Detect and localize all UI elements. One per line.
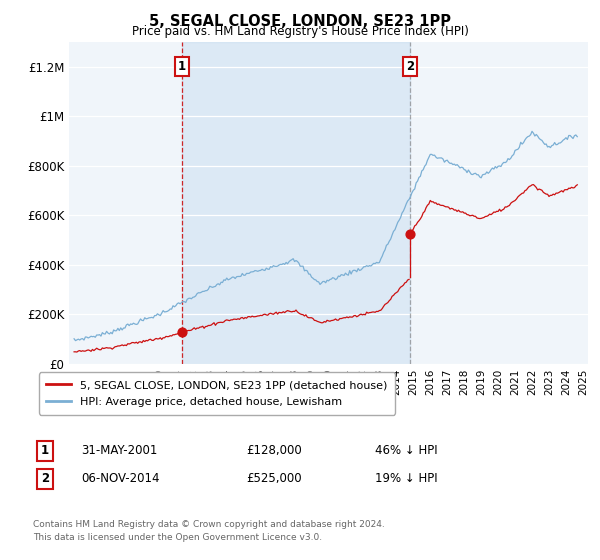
Point	[406, 230, 415, 239]
Text: 06-NOV-2014: 06-NOV-2014	[81, 472, 160, 486]
Text: Contains HM Land Registry data © Crown copyright and database right 2024.: Contains HM Land Registry data © Crown c…	[33, 520, 385, 529]
Text: 2: 2	[406, 60, 415, 73]
Text: 19% ↓ HPI: 19% ↓ HPI	[375, 472, 437, 486]
Text: £128,000: £128,000	[246, 444, 302, 458]
Text: 1: 1	[178, 60, 186, 73]
Text: 5, SEGAL CLOSE, LONDON, SE23 1PP: 5, SEGAL CLOSE, LONDON, SE23 1PP	[149, 14, 451, 29]
Bar	[182, 42, 410, 364]
Legend: 5, SEGAL CLOSE, LONDON, SE23 1PP (detached house), HPI: Average price, detached : 5, SEGAL CLOSE, LONDON, SE23 1PP (detach…	[38, 372, 395, 414]
Text: 31-MAY-2001: 31-MAY-2001	[81, 444, 157, 458]
Text: 2: 2	[41, 472, 49, 486]
Text: This data is licensed under the Open Government Licence v3.0.: This data is licensed under the Open Gov…	[33, 533, 322, 542]
Text: Price paid vs. HM Land Registry's House Price Index (HPI): Price paid vs. HM Land Registry's House …	[131, 25, 469, 38]
Point	[178, 328, 187, 337]
Text: £525,000: £525,000	[246, 472, 302, 486]
Text: 1: 1	[41, 444, 49, 458]
Text: 46% ↓ HPI: 46% ↓ HPI	[375, 444, 437, 458]
